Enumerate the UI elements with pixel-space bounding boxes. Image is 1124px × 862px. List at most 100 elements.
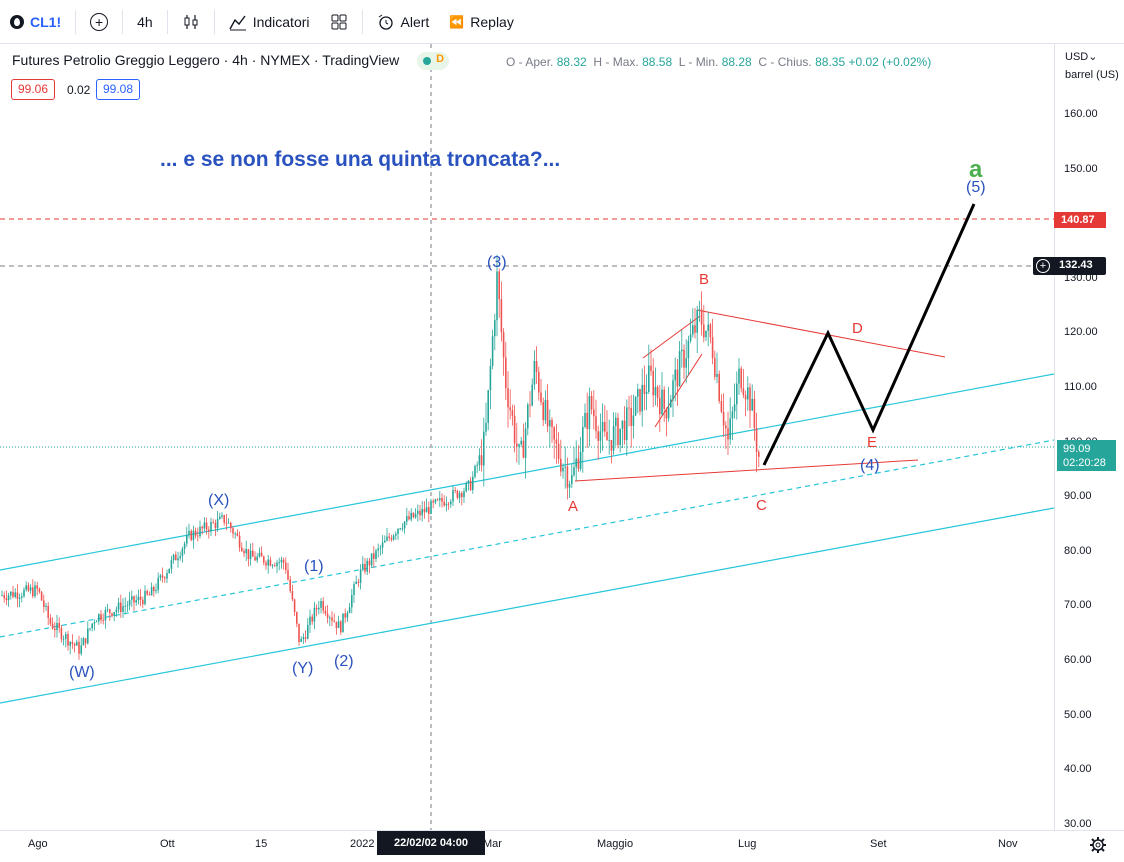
candle-body [67,634,69,646]
candle-body [582,426,584,452]
candle-body [551,419,553,428]
candle-body [161,575,164,578]
candle-body [76,641,78,646]
candle-body [692,325,694,335]
time-tick: Ott [160,838,175,850]
candle-body [520,440,522,445]
symbol-legend[interactable]: Futures Petrolio Greggio Leggero · 4h · … [12,52,450,71]
projection-path [762,203,976,466]
layouts-button[interactable] [320,0,358,44]
price-tick: 80.00 [1064,544,1092,557]
time-tick: 2022 [350,838,375,850]
candle-body [373,553,375,559]
currency-selector[interactable]: USD⌄ [1065,50,1097,63]
triangle-a-label: A [568,498,579,515]
candle-body [311,616,313,622]
candle-body [509,407,511,411]
time-axis[interactable] [0,830,1124,862]
candle-body [331,617,333,621]
candle-body [667,407,670,419]
candle-body [62,638,65,640]
candle-body [219,516,221,520]
candle-body [128,599,131,606]
candle-body [348,607,351,613]
chart-type-button[interactable] [172,0,210,44]
candle-body [318,607,320,610]
candle-body [309,616,311,625]
interval-button[interactable]: 4h [127,0,163,44]
gear-icon[interactable] [1089,836,1107,854]
add-alert-icon[interactable]: + [1036,259,1050,273]
candle-body [179,556,181,559]
candle-body [456,490,459,498]
candle-body [678,351,681,387]
candle-body [146,590,148,595]
candle-body [687,340,690,359]
indicators-button[interactable]: Indicatori [219,0,320,44]
candle-body [93,622,96,624]
candle-body [190,530,192,541]
candle-body [727,428,729,440]
candle-body [590,396,593,410]
buy-price-pill[interactable]: 99.08 [96,79,141,100]
candle-body [674,369,676,381]
candle-body [524,428,527,458]
triangle-lower-line [574,459,919,482]
candle-body [436,499,439,501]
candle-body [344,613,346,618]
time-tick: Nov [998,838,1018,850]
candle-body [238,535,241,548]
candle-body [513,415,516,444]
symbol-search[interactable]: CL1! [0,0,71,44]
chart-pane[interactable]: ... e se non fosse una quinta troncata?.… [0,44,1054,830]
bar-countdown: 02:20:28 [1063,457,1106,469]
compare-button[interactable]: + [80,0,118,44]
candle-body [296,612,298,624]
candle-body [234,533,236,535]
candle-body [357,581,360,583]
candle-body [656,386,659,398]
rewind-icon: ⏪ [449,14,465,29]
alert-button[interactable]: Alert [367,0,440,44]
candle-body [120,602,122,612]
candle-body [718,373,720,402]
candle-body [386,536,388,541]
replay-button[interactable]: ⏪ Replay [439,0,524,44]
price-axis[interactable]: USD⌄ barrel (US) [1054,44,1124,830]
toolbar-divider [166,9,168,34]
candle-body [322,601,324,611]
candle-body [298,623,300,642]
candle-body [698,309,701,311]
candle-body [320,601,322,608]
candle-body [148,594,151,596]
candle-body [304,637,307,639]
chevron-down-icon: ⌄ [1088,51,1098,63]
candle-body [454,490,456,491]
candle-body [177,558,179,561]
candle-body [366,560,368,572]
candle-body [274,565,276,567]
candle-body [562,467,564,472]
candles-icon [184,14,198,29]
candle-body [630,407,632,426]
candle-body [414,514,417,518]
candle-body [505,357,507,389]
candle-body [10,591,12,596]
price-chart[interactable] [0,44,1054,830]
candle-body [5,598,8,601]
candle-body [632,415,635,426]
candle-body [700,309,703,325]
candle-body [175,554,177,561]
candle-body [104,609,107,621]
candle-body [208,529,210,532]
candle-body [285,562,287,571]
wedge-lower-line [654,353,703,428]
candle-body [243,551,245,554]
delay-badge: D [436,53,445,66]
candle-body [210,522,212,532]
sell-price-pill[interactable]: 99.06 [11,79,56,100]
candle-body [315,607,318,610]
interval-label: 4h [137,13,153,30]
candle-body [573,467,575,476]
high-value: 88.58 [642,55,673,69]
